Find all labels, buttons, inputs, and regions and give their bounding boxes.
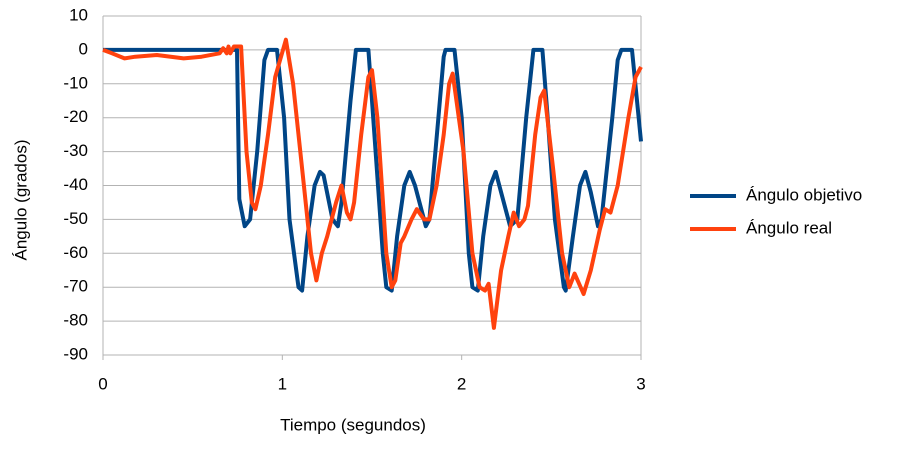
series-line [102,37,643,330]
legend-label: Ángulo real [746,218,832,237]
x-tick-label: 2 [457,374,466,393]
x-tick-label: 1 [278,374,287,393]
y-tick-label: -30 [63,141,88,160]
y-tick-label: -40 [63,175,88,194]
y-tick-label: -90 [63,344,88,363]
y-tick-label: -50 [63,209,88,228]
y-axis-title: Ángulo (grados) [11,140,30,261]
y-tick-label: -70 [63,277,88,296]
y-tick-label: -10 [63,73,88,92]
y-tick-label: 0 [79,39,88,58]
y-tick-label: -80 [63,311,88,330]
y-tick-label: -20 [63,107,88,126]
y-tick-label: 10 [69,5,88,24]
x-tick-label: 0 [98,374,107,393]
y-tick-label: -60 [63,243,88,262]
x-tick-label: 3 [636,374,645,393]
x-axis-title: Tiempo (segundos) [280,415,426,434]
legend-label: Ángulo objetivo [746,185,862,204]
